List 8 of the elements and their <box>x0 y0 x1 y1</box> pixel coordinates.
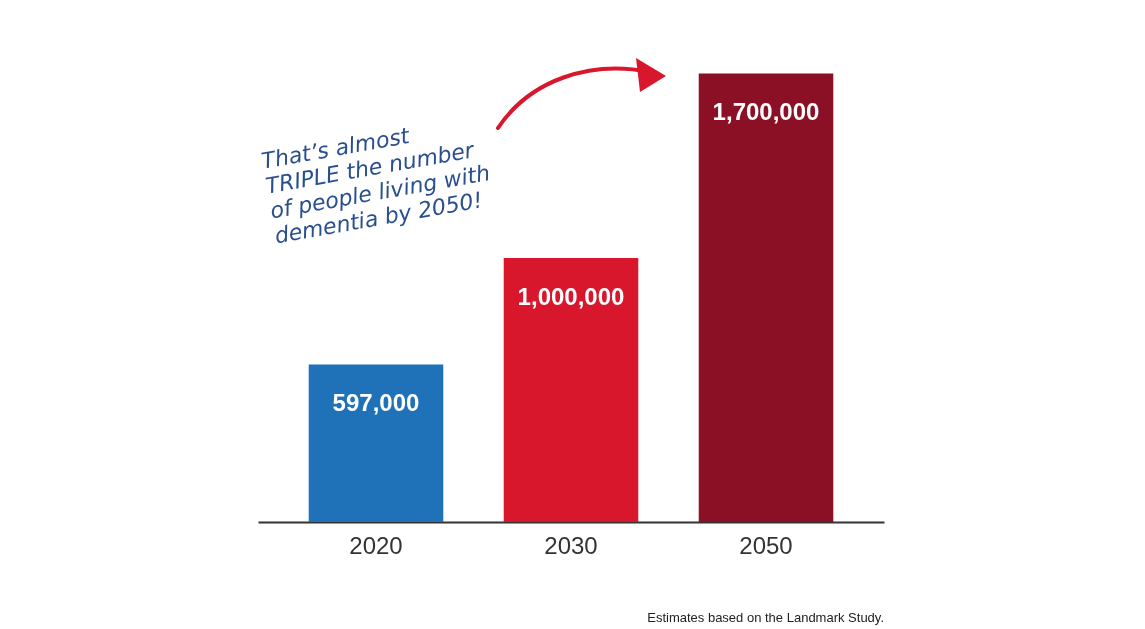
x-tick-label: 2020 <box>349 531 403 559</box>
data-label: 1,700,000 <box>712 98 820 126</box>
x-tick-label: 2050 <box>739 531 793 559</box>
x-tick-label: 2030 <box>544 531 598 559</box>
annotation: That’s almost TRIPLE the number of people living with dementia by 2050! <box>259 122 492 249</box>
text: Estimates based on the Landmark Study. <box>647 610 884 625</box>
data-label: 597,000 <box>332 389 420 417</box>
data-label: 1,000,000 <box>517 283 625 311</box>
